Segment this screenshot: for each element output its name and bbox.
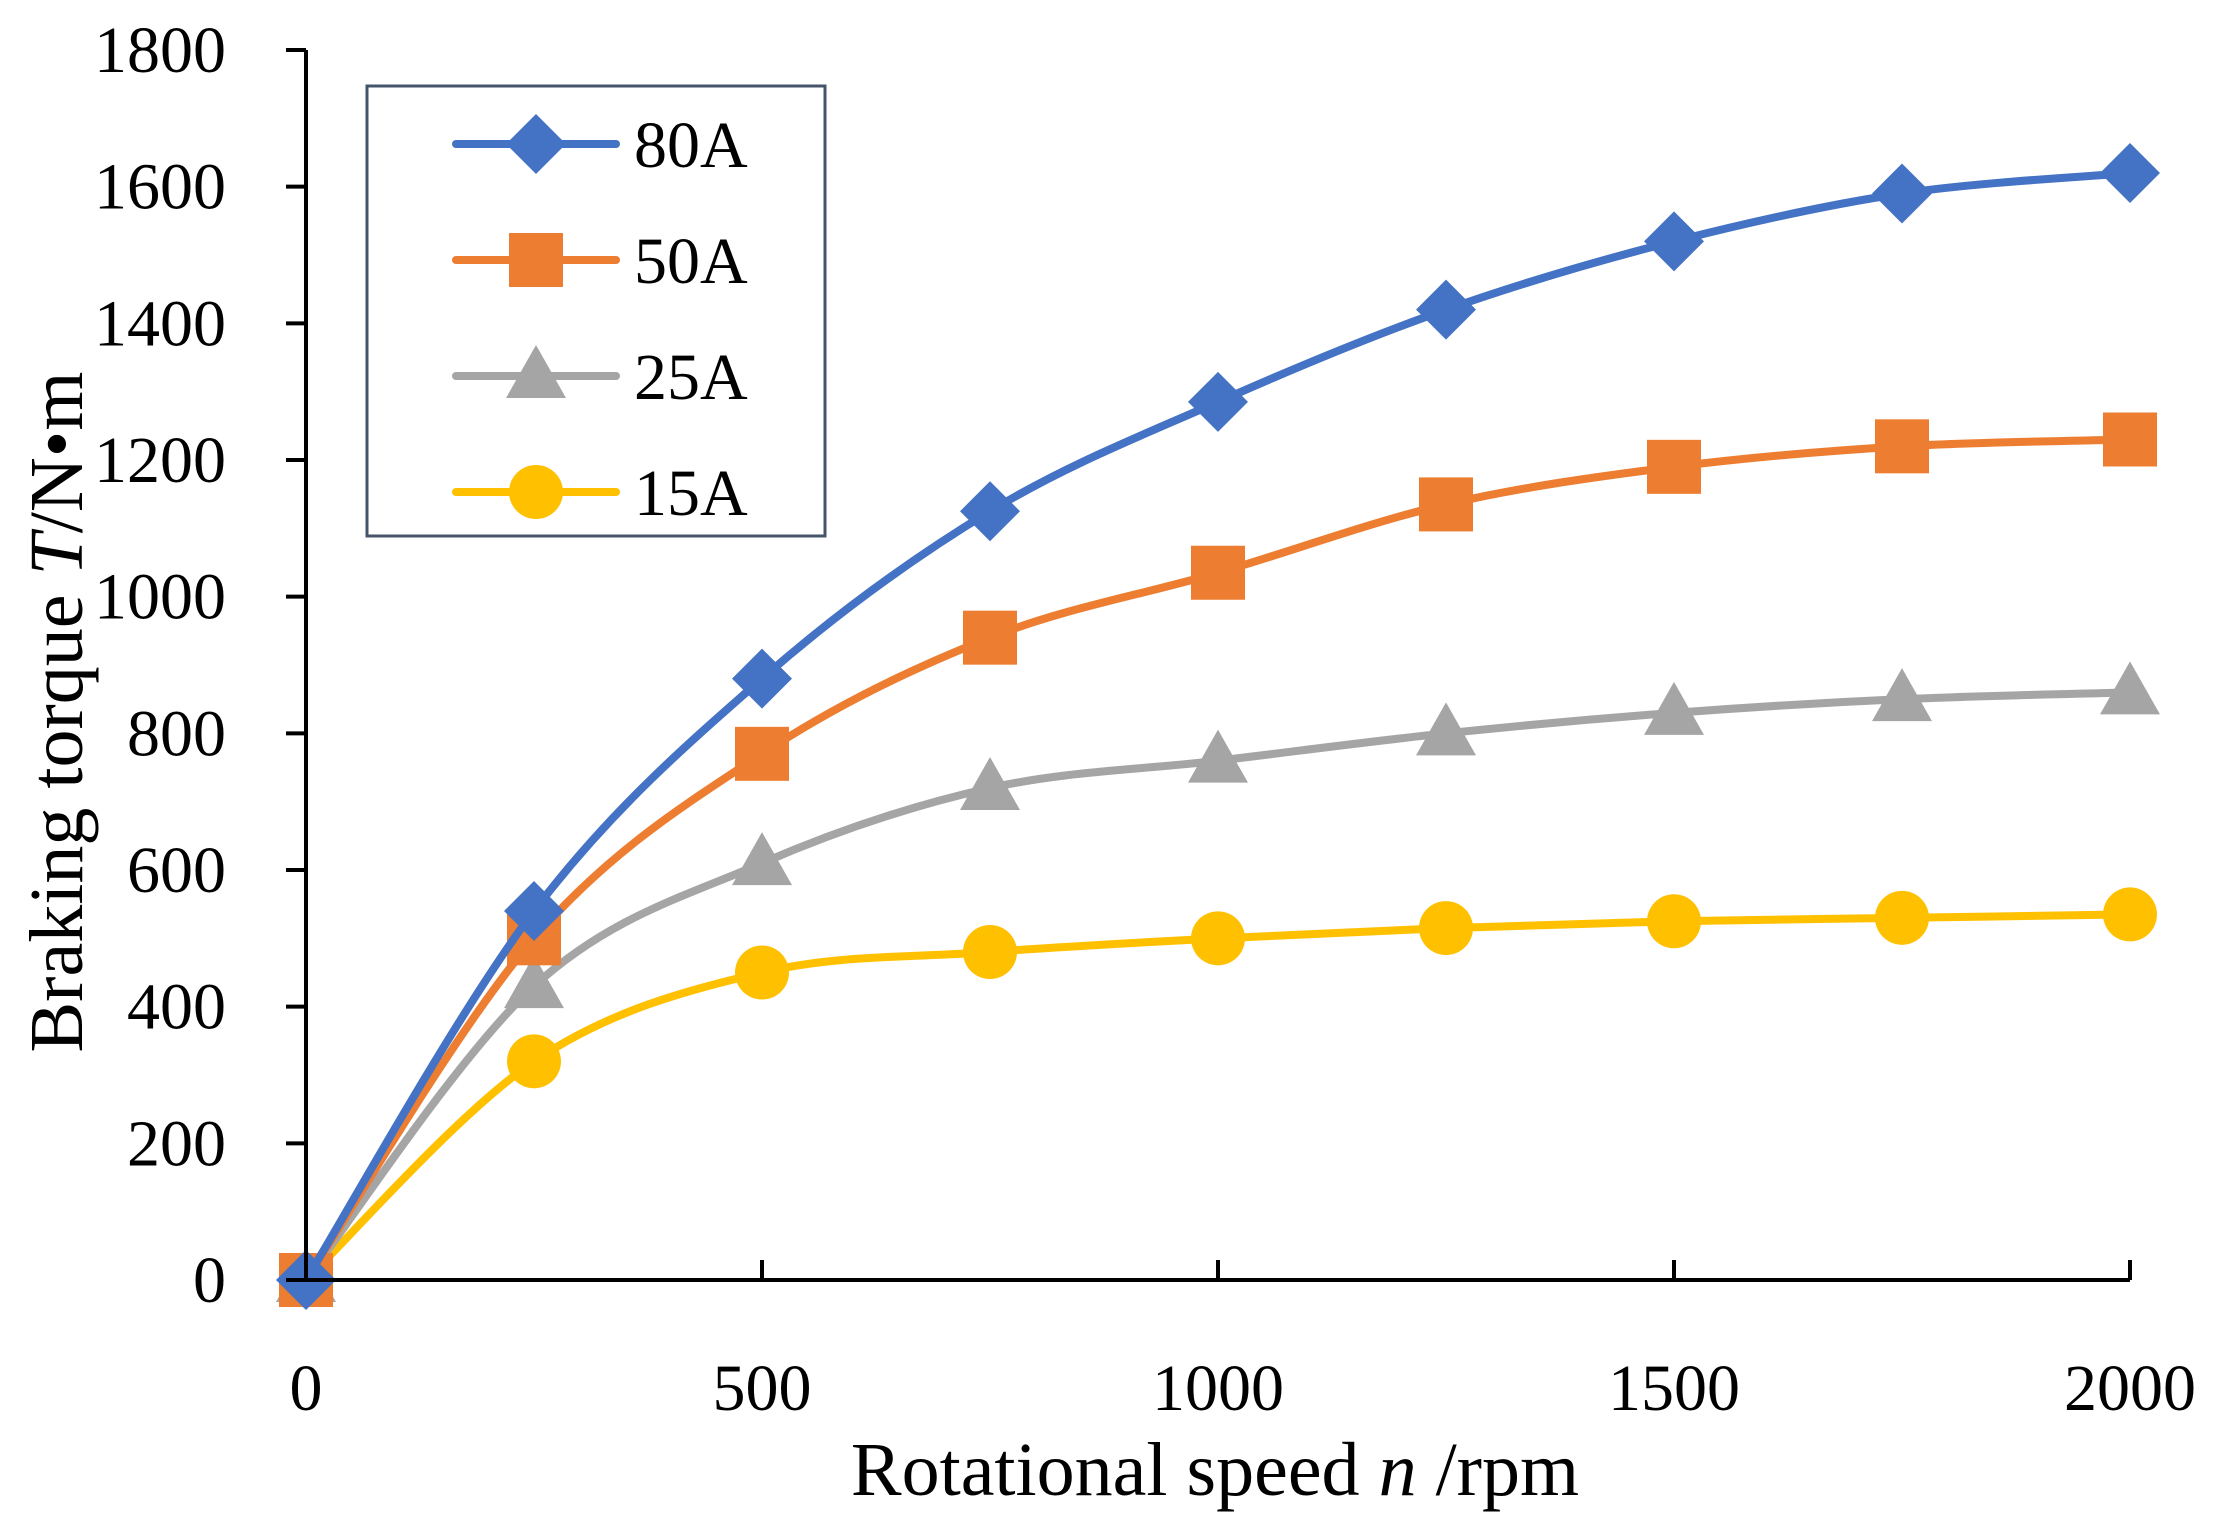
data-point-80a [504, 881, 564, 941]
y-tick-label: 1200 [94, 424, 226, 497]
legend-item-50a: 50A [452, 225, 748, 298]
x-tick-label: 1000 [1152, 1352, 1284, 1425]
legend-item-25a: 25A [452, 341, 748, 414]
data-point-15a [507, 1034, 561, 1089]
data-point-80a [1872, 163, 1932, 224]
y-tick-label: 0 [193, 1244, 226, 1317]
x-axis-title: Rotational speed n /rpm [851, 1428, 1579, 1512]
data-point-80a [1644, 211, 1704, 272]
data-point-50a [735, 726, 789, 781]
y-tick-label: 600 [127, 834, 226, 907]
x-tick-label: 2000 [2064, 1352, 2196, 1425]
y-tick-label: 1400 [94, 287, 226, 360]
plot-series [276, 143, 2160, 1310]
data-point-50a [1875, 419, 1929, 474]
y-tick-label: 1000 [94, 561, 226, 634]
data-point-50a [1647, 439, 1701, 494]
y-axis-title: Braking torque T/N•m [15, 371, 99, 1052]
legend-item-80a: 80A [452, 109, 748, 182]
legend-marker-50a [509, 233, 563, 287]
data-point-80a [1416, 279, 1476, 340]
legend-label-25a: 25A [634, 341, 748, 414]
data-point-80a [960, 481, 1020, 542]
series-50a [279, 412, 2157, 1307]
y-tick-label: 400 [127, 971, 226, 1044]
series-line-25a [302, 688, 2134, 1284]
data-point-15a [1875, 890, 1929, 945]
series-80a [276, 143, 2160, 1310]
data-point-25a [1416, 702, 1476, 756]
data-point-80a [732, 648, 792, 709]
data-point-15a [735, 945, 789, 1000]
data-point-50a [2103, 412, 2157, 467]
data-point-25a [732, 832, 792, 886]
data-point-15a [1419, 901, 1473, 956]
data-point-50a [1419, 477, 1473, 532]
data-point-15a [1191, 911, 1245, 966]
legend-box [365, 84, 827, 538]
series-line-15a [302, 910, 2134, 1284]
axes: 0 200 400 600 800 1000 1200 1400 1600 1800 0 500 100… [94, 14, 2196, 1425]
data-point-25a [504, 955, 564, 1009]
y-tick-label: 1600 [94, 151, 226, 224]
series-15a [279, 887, 2157, 1307]
x-tick-label: 0 [290, 1352, 323, 1425]
series-line-80a [302, 169, 2134, 1284]
data-point-25a [2100, 661, 2160, 715]
y-tick-label: 1800 [94, 14, 226, 87]
data-point-25a [1644, 681, 1704, 735]
data-point-80a [2100, 143, 2160, 203]
data-point-25a [960, 757, 1020, 810]
legend-marker-80a [506, 114, 566, 174]
data-point-25a [1872, 668, 1932, 722]
legend-item-15a: 15A [452, 457, 748, 530]
legend-marker-25a [506, 345, 566, 398]
x-tick-label: 500 [713, 1352, 812, 1425]
data-point-80a [1188, 371, 1248, 432]
legend-label-50a: 50A [634, 225, 748, 298]
data-point-25a [1188, 729, 1248, 783]
series-25a [276, 661, 2160, 1302]
y-tick-label: 200 [127, 1107, 226, 1180]
legend-label-15a: 15A [634, 457, 748, 530]
y-tick-label: 800 [127, 697, 226, 770]
x-tick-label: 1500 [1608, 1352, 1740, 1425]
legend-marker-15a [509, 465, 563, 519]
data-point-15a [963, 925, 1017, 979]
legend: 80A 50A 25A 15A [365, 84, 827, 538]
data-point-15a [1647, 894, 1701, 949]
data-point-50a [1191, 545, 1245, 600]
data-point-50a [963, 610, 1017, 665]
legend-label-80a: 80A [634, 109, 748, 182]
data-point-15a [2103, 887, 2157, 942]
